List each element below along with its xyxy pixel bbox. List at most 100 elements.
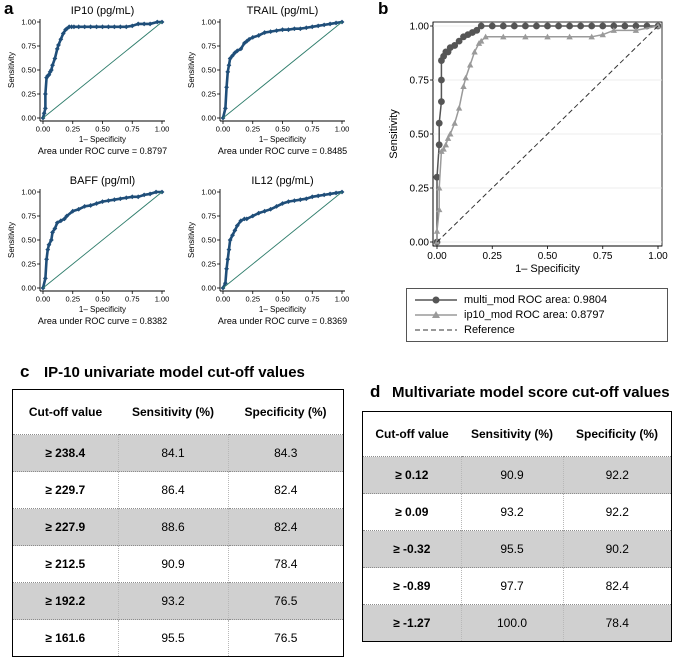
roc-point [60,31,66,36]
roc-point [226,247,232,252]
y-tick-label: 0.00 [201,114,216,123]
legend-label-ip10: ip10_mod ROC area: 0.8797 [464,309,605,321]
roc-point [94,24,99,30]
roc-point [303,196,309,202]
x-tick-label: 1.00 [335,125,350,134]
table-cell: ≥ -0.89 [363,567,461,605]
chart-title: BAFF (pg/ml) [70,175,135,187]
table-cell: 82.4 [227,508,343,546]
multi-mod-point [455,37,463,45]
y-tick-label: 0.50 [21,66,36,75]
ip10-mod-point [471,48,478,55]
y-tick-label: 0.25 [21,260,36,269]
x-tick-label: 0.75 [305,295,320,304]
multi-mod-point [435,141,443,149]
x-axis-label: 1– Specificity [515,263,580,275]
x-tick-label: 0.75 [593,251,613,262]
y-axis-label: Sensitivity [7,222,16,258]
multi-mod-point [499,22,507,30]
y-tick-label: 0.25 [21,90,36,99]
table-cell: 88.6 [117,508,228,546]
y-tick-label: 1.00 [410,22,430,33]
legend-item-ip10: ip10_mod ROC area: 0.8797 [407,308,667,322]
legend-marker-reference [415,329,457,331]
table-d: Cut-off value Sensitivity (%) Specificit… [362,411,672,642]
roc-point [246,36,252,42]
table-cell: ≥ 0.09 [363,493,461,531]
table-cell: ≥ 229.7 [13,471,118,509]
y-tick-label: 0.25 [410,184,430,195]
x-axis-label: 1– Specificity [259,135,306,144]
roc-point [303,25,309,31]
y-tick-label: 0.75 [201,42,216,51]
x-axis-label: 1– Specificity [79,135,126,144]
roc-chart-trail: 0.00 0.25 0.50 0.75 1.00 0.00 0.25 0.50 0.75 1.00… [187,5,350,156]
chart-title: TRAIL (pg/mL) [247,5,319,17]
x-tick-label: 0.00 [427,251,447,262]
auc-note: Area under ROC curve = 0.8485 [218,146,347,156]
ip10-mod-point [466,61,474,68]
multi-mod-point [533,22,540,30]
x-tick-label: 0.00 [216,125,231,134]
legend-label-reference: Reference [464,324,515,336]
roc-point [56,42,61,48]
roc-point [321,192,327,198]
y-axis-label: Sensitivity [7,52,16,88]
roc-point [280,27,285,33]
roc-point [112,197,117,203]
table-row: ≥ 227.9 88.6 82.4 [13,508,343,546]
multi-mod-point [488,22,496,30]
ip10-mod-point [447,130,454,137]
roc-point [135,194,141,200]
table-cell: ≥ 161.6 [13,619,118,656]
roc-point [41,110,47,116]
y-tick-label: 0.75 [21,42,36,51]
multi-mod-point [566,22,573,30]
x-tick-label: 0.25 [245,295,260,304]
ip10-mod-point [433,228,441,234]
table-cell: 93.2 [117,582,228,620]
roc-point [54,46,60,52]
table-cell: 84.3 [227,434,343,472]
roc-point [88,203,93,208]
roc-point [292,198,297,204]
roc-point [100,24,105,30]
x-axis-label: 1– Specificity [259,305,306,314]
x-tick-label: 0.75 [125,295,140,304]
roc-point [58,218,64,224]
roc-point [327,191,333,197]
ip10-mod-point [442,141,450,148]
table-c: Cut-off value Sensitivity (%) Specificit… [12,389,344,657]
multi-mod-point [435,119,443,127]
roc-point [135,21,141,27]
x-tick-label: 0.50 [95,295,110,304]
roc-point [88,24,93,30]
multi-mod-point [451,42,459,49]
legend-item-reference: Reference [407,323,667,337]
table-cell: 86.4 [117,471,228,509]
x-tick-label: 0.50 [538,251,558,262]
x-axis-label: 1– Specificity [79,305,126,314]
roc-point [297,26,303,32]
roc-point [82,24,88,30]
roc-point [234,48,240,54]
table-cell: ≥ 212.5 [13,545,118,583]
roc-point [262,30,268,35]
y-tick-label: 0.50 [201,236,216,245]
roc-point [297,197,303,203]
roc-point [268,29,273,34]
x-tick-label: 0.50 [275,125,290,134]
roc-point [106,198,111,204]
table-row: ≥ 0.12 90.9 92.2 [363,456,671,494]
roc-point [64,213,70,219]
roc-point [76,24,82,30]
legend-label-multi: multi_mod ROC area: 0.9804 [464,294,608,306]
x-tick-label: 1.00 [335,295,350,304]
y-axis-label: Sensitivity [388,109,400,159]
panel-label-a: a [4,0,14,18]
table-cell: 78.4 [562,604,671,641]
x-tick-label: 0.25 [65,295,80,304]
roc-point [112,24,117,30]
table-cell: ≥ 0.12 [363,456,461,494]
ip10-mod-point [462,74,469,81]
